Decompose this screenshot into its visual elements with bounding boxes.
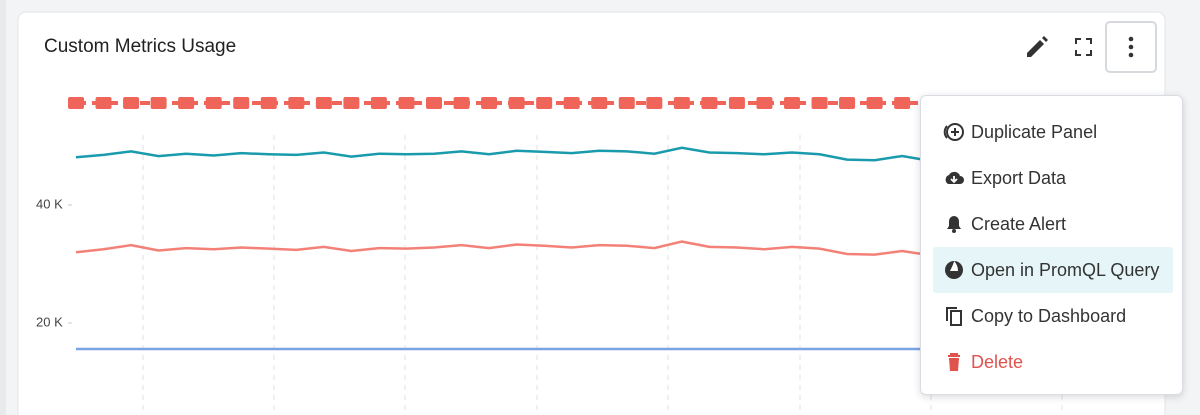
series-marker [260, 96, 277, 109]
icon [946, 307, 962, 326]
y-tick-label: 20 K [36, 314, 63, 329]
menu-item[interactable]: Create Alert [933, 201, 1173, 247]
series-marker [453, 96, 470, 109]
series-marker [618, 96, 635, 109]
left-edge [0, 0, 6, 415]
menu-item[interactable]: Export Data [933, 155, 1173, 201]
series-marker [811, 96, 828, 109]
menu-item[interactable]: Duplicate Panel [933, 109, 1173, 155]
series-marker [508, 96, 525, 109]
series-marker [646, 96, 663, 109]
menu-label: Delete [971, 351, 1024, 372]
series-marker [591, 96, 608, 109]
series-marker [894, 96, 911, 109]
icon [945, 171, 964, 184]
series-marker [343, 96, 360, 109]
menu-label: Duplicate Panel [971, 121, 1098, 142]
series-marker [673, 96, 690, 109]
edit-button[interactable] [1027, 36, 1048, 57]
series-marker [95, 96, 112, 109]
menu-label: Create Alert [971, 213, 1067, 234]
series-marker [123, 96, 140, 109]
series-marker [288, 96, 305, 109]
series-marker [150, 96, 167, 109]
icon [947, 216, 961, 233]
menu-label: Copy to Dashboard [971, 305, 1127, 326]
icon [943, 123, 964, 141]
series-marker [426, 96, 442, 109]
series-marker [233, 96, 250, 109]
series-marker [866, 96, 883, 109]
series-marker [756, 96, 773, 109]
context-menu: Duplicate Panel Export Data Create Alert… [920, 95, 1183, 395]
series-marker [178, 96, 195, 109]
menu-item[interactable]: Open in PromQL Query [933, 247, 1173, 293]
menu-item[interactable]: Copy to Dashboard [933, 293, 1173, 339]
fullscreen-button[interactable] [1075, 38, 1092, 56]
series-marker [839, 96, 856, 109]
menu-item[interactable]: Delete [933, 339, 1173, 385]
series-marker [370, 96, 387, 109]
panel-title: Custom Metrics Usage [44, 36, 236, 57]
series-marker [563, 96, 580, 109]
series-marker [701, 96, 718, 109]
icon [945, 261, 963, 279]
series-marker [398, 96, 415, 109]
series-marker [536, 96, 553, 109]
menu-label: Open in PromQL Query [971, 259, 1160, 280]
icon [948, 353, 960, 371]
series-marker [315, 96, 332, 109]
menu-label: Export Data [971, 167, 1067, 188]
series-marker [205, 96, 222, 109]
more-button[interactable] [1105, 21, 1157, 73]
series-marker [481, 96, 498, 109]
series-marker [68, 96, 84, 109]
series-marker [728, 96, 745, 109]
series-marker [784, 96, 800, 109]
y-tick-label: 40 K [36, 196, 63, 211]
